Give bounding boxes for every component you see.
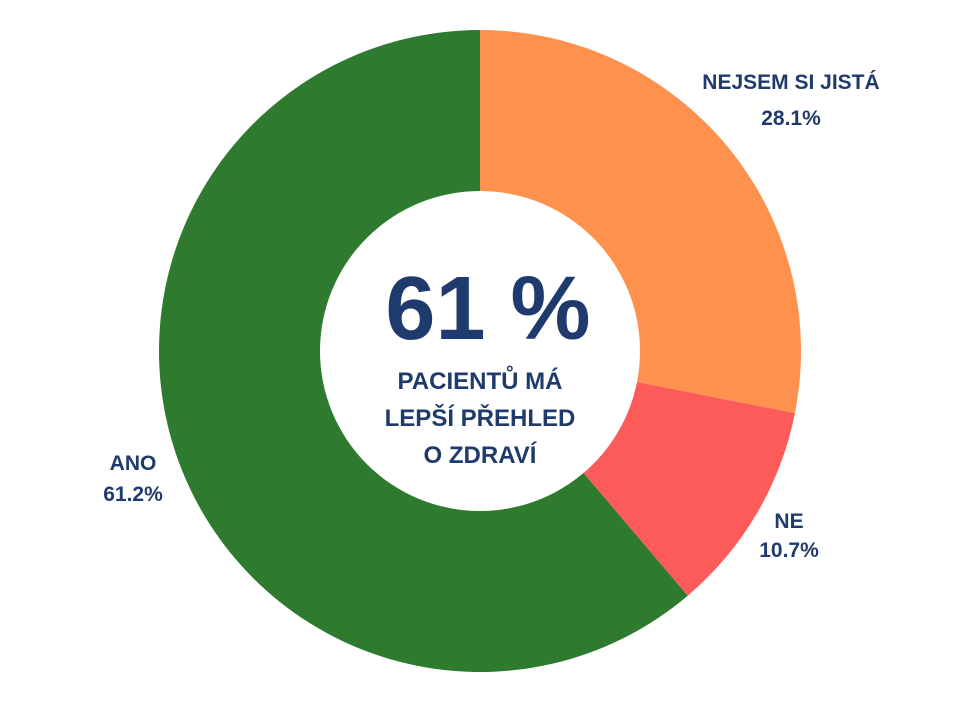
slice-label-nejsem-si-jista: NEJSEM SI JISTÁ [702,71,879,94]
center-caption-line-1: PACIENTŮ MÁ [398,365,563,395]
slice-value-ano: 61.2% [103,483,163,506]
slice-value-ne: 10.7% [759,539,819,562]
center-percentage: 61 % [385,259,590,359]
slice-label-ne: NE [774,510,803,533]
center-caption-line-2: LEPŠÍ PŘEHLED [385,404,576,432]
slice-label-ano: ANO [110,452,157,475]
slice-value-nejsem-si-jista: 28.1% [761,107,821,130]
center-caption-line-3: O ZDRAVÍ [424,441,538,469]
donut-hole [320,191,640,511]
